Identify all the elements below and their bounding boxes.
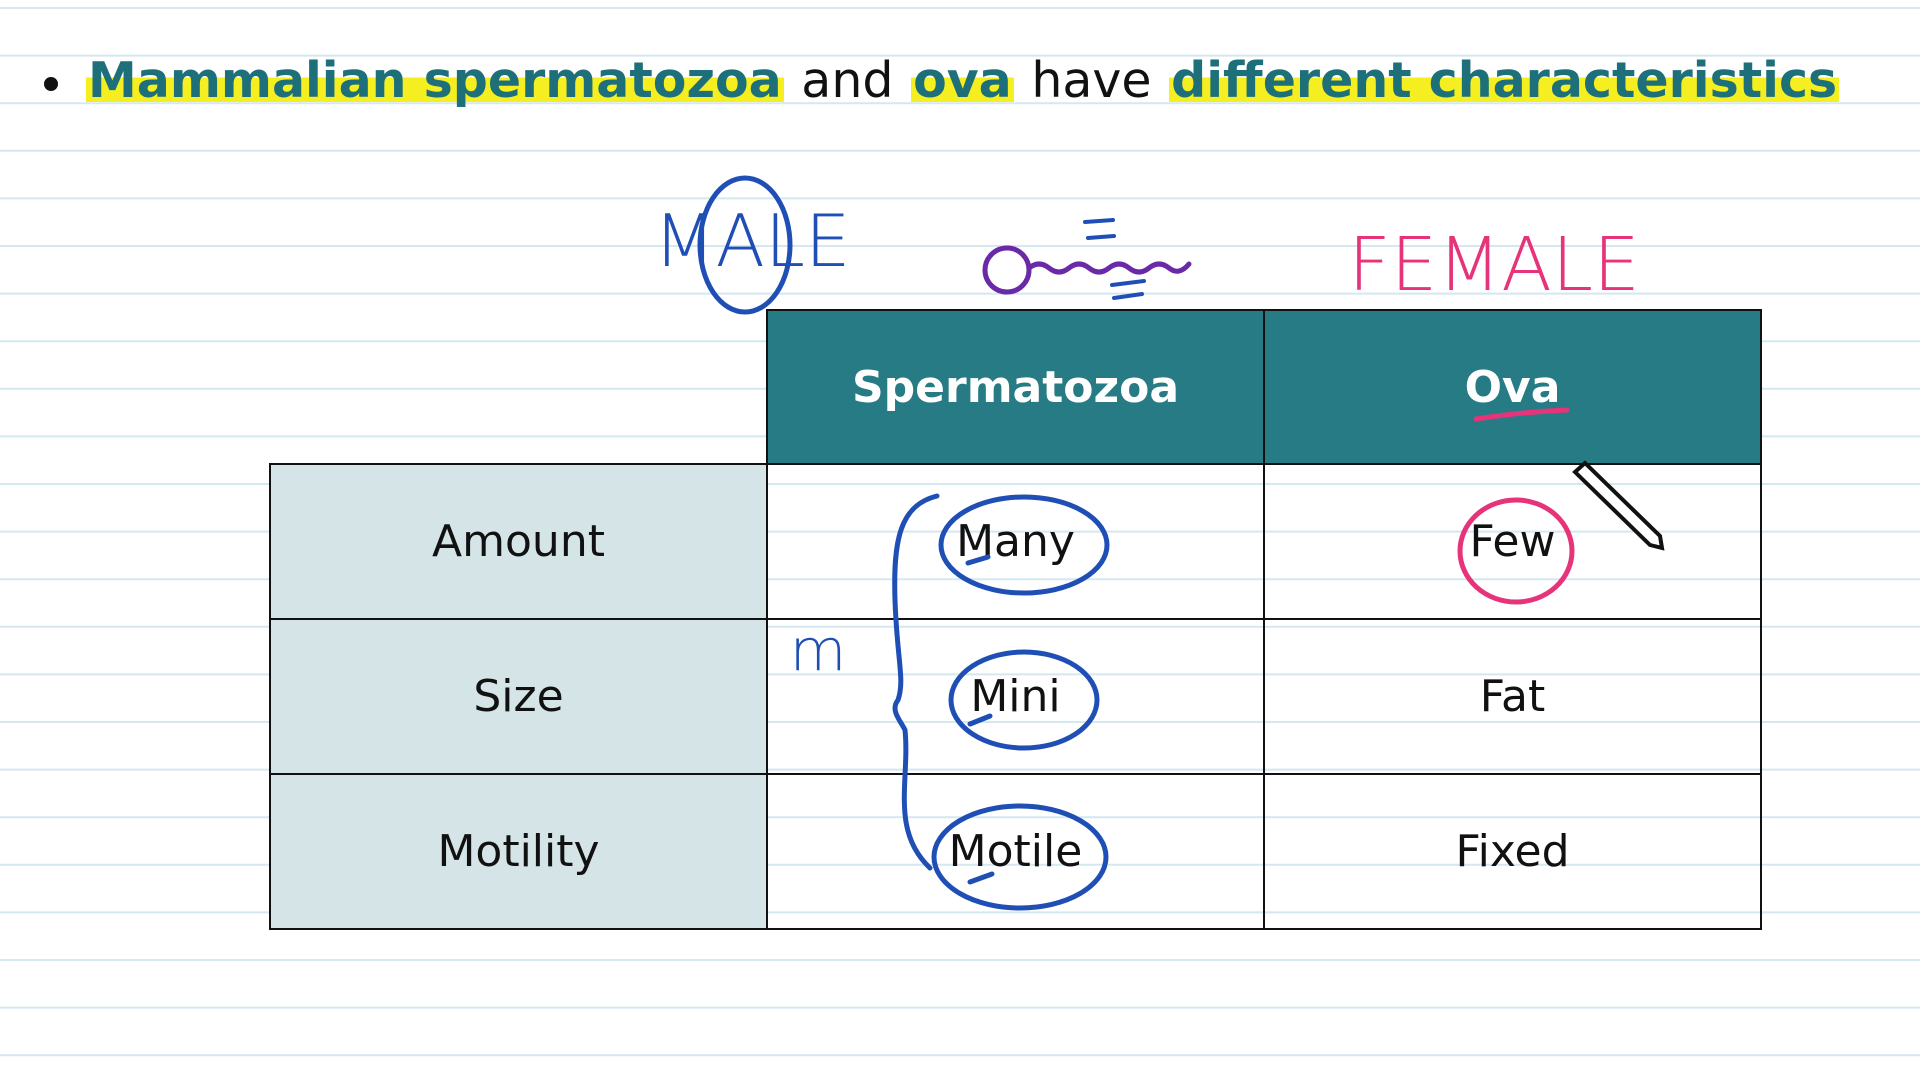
table-cell: Few — [1263, 463, 1762, 620]
row-header: Amount — [269, 463, 768, 620]
column-header: Ova — [1263, 309, 1762, 465]
highlighted-text: Mammalian spermatozoa — [86, 52, 784, 109]
bullet-point: Mammalian spermatozoa and ova have diffe… — [44, 52, 1840, 109]
comparison-table: Spermatozoa Ova Amount Many Few Size Mini Fat Mo… — [269, 309, 1762, 930]
blank-cell — [270, 310, 768, 465]
table-row: Size Mini Fat — [269, 618, 1762, 775]
row-header: Size — [269, 618, 768, 775]
highlighted-text: ova — [911, 52, 1014, 109]
table-row: Amount Many Few — [269, 463, 1762, 620]
table-cell: Motile — [766, 773, 1265, 930]
table-cell: Many — [766, 463, 1265, 620]
table-cell: Fixed — [1263, 773, 1762, 930]
bullet-dot — [44, 76, 58, 91]
plain-text: and — [801, 52, 894, 109]
table-cell: Fat — [1263, 618, 1762, 775]
row-header: Motility — [269, 773, 768, 930]
highlighted-text: different characteristics — [1169, 52, 1840, 109]
plain-text: have — [1031, 52, 1152, 109]
header-row: Spermatozoa Ova — [270, 309, 1762, 465]
column-header: Spermatozoa — [766, 309, 1265, 465]
table-row: Motility Motile Fixed — [269, 773, 1762, 930]
table-cell: Mini — [766, 618, 1265, 775]
